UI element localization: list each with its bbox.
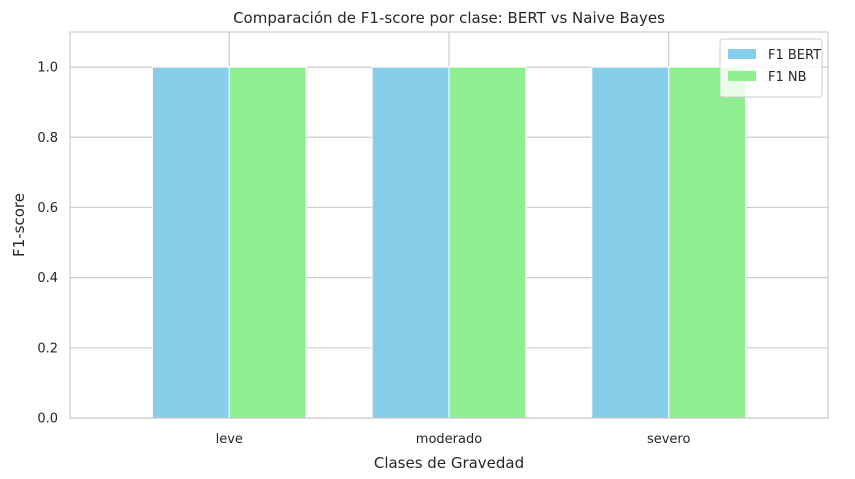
y-tick-label: 0.0 xyxy=(37,412,58,427)
bars xyxy=(151,66,747,419)
y-tick-label: 0.8 xyxy=(37,131,58,146)
y-tick-label: 0.4 xyxy=(37,271,58,286)
x-tick-label: moderado xyxy=(416,432,482,447)
bar-f1-nb-moderado xyxy=(448,66,527,419)
y-tick-label: 0.2 xyxy=(37,341,58,356)
tick-labels: 0.0 0.2 0.4 0.6 0.8 1.0 leve moderado severo xyxy=(37,61,690,447)
legend-swatch xyxy=(728,49,756,59)
x-axis-label: Clases de Gravedad xyxy=(374,454,524,472)
y-tick-label: 1.0 xyxy=(37,61,58,76)
y-tick-label: 0.6 xyxy=(37,201,58,216)
bar-f1-nb-severo xyxy=(668,66,747,419)
x-tick-label: leve xyxy=(216,432,243,447)
legend: F1 BERT F1 NB xyxy=(719,38,823,98)
legend-label: F1 BERT xyxy=(768,48,821,63)
chart-title: Comparación de F1-score por clase: BERT … xyxy=(233,9,665,27)
plot-frame xyxy=(69,31,829,419)
y-axis-label: F1-score xyxy=(10,193,28,257)
x-tick-label: severo xyxy=(647,432,691,447)
bar-f1-nb-leve xyxy=(228,66,307,419)
bar-f1-bert-severo xyxy=(591,66,670,419)
bar-f1-bert-leve xyxy=(151,66,230,419)
legend-label: F1 NB xyxy=(768,70,807,85)
bar-f1-bert-moderado xyxy=(371,66,450,419)
legend-swatch xyxy=(728,71,756,81)
